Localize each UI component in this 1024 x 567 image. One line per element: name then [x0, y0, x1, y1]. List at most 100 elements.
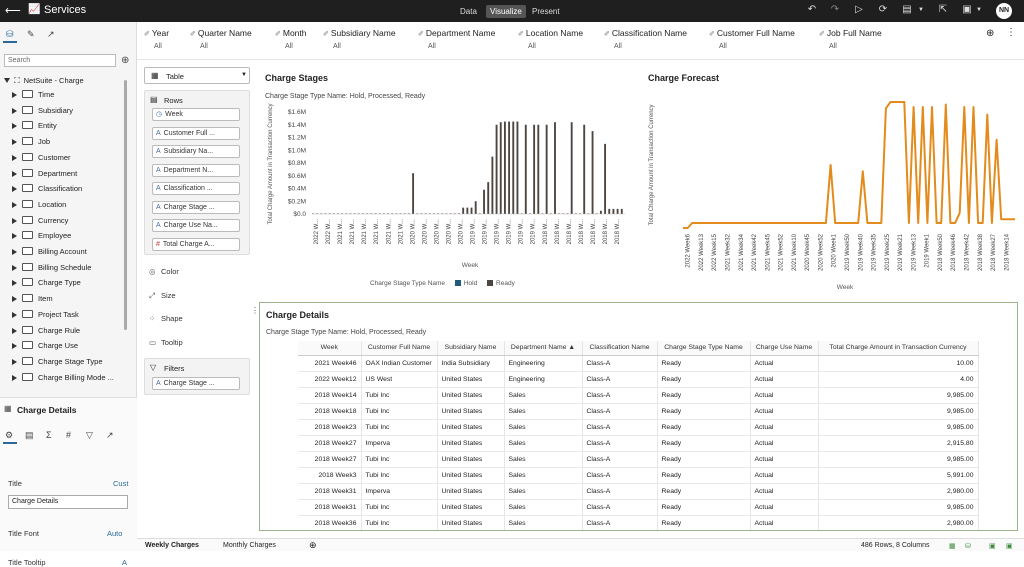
- expand-icon[interactable]: [12, 217, 17, 224]
- bar-ready[interactable]: [370, 213, 373, 214]
- shape-drop[interactable]: ⁘ Shape: [149, 314, 183, 323]
- row-pill[interactable]: A Department N...: [152, 163, 240, 177]
- bar-ready[interactable]: [349, 213, 352, 214]
- bar-ready[interactable]: [441, 213, 444, 214]
- bar-ready[interactable]: [345, 213, 348, 214]
- bar-ready[interactable]: [312, 213, 314, 214]
- search-input[interactable]: Search: [4, 54, 116, 67]
- bar-ready[interactable]: [558, 213, 561, 214]
- bar-ready[interactable]: [537, 124, 540, 214]
- globe-icon[interactable]: ⊕: [986, 28, 995, 39]
- bar-ready[interactable]: [566, 213, 569, 214]
- column-header[interactable]: Charge Use Name: [750, 341, 819, 356]
- bar-ready[interactable]: [579, 213, 581, 214]
- table-row[interactable]: 2018 Week23 Tubi Inc United States Sales Cla…: [298, 419, 979, 436]
- bar-ready[interactable]: [332, 213, 335, 214]
- tree-item[interactable]: Charge Type: [12, 276, 81, 290]
- tree-item[interactable]: Subsidiary: [12, 104, 73, 118]
- expand-icon[interactable]: [12, 264, 17, 271]
- table-row[interactable]: 2018 Week31 Tubi Inc United States Sales Cla…: [298, 499, 979, 516]
- bar-ready[interactable]: [483, 189, 485, 214]
- bar-ready[interactable]: [420, 213, 423, 214]
- expand-icon[interactable]: [12, 186, 17, 193]
- drag-handle-icon[interactable]: ⋮: [251, 306, 259, 315]
- bar-ready[interactable]: [529, 213, 531, 214]
- expand-icon[interactable]: [12, 327, 17, 334]
- bar-ready[interactable]: [395, 213, 398, 214]
- row-pill[interactable]: A Subsidiary Na...: [152, 145, 240, 158]
- bar-ready[interactable]: [524, 124, 527, 214]
- table-row[interactable]: 2022 Week12 US West United States Engineeri…: [298, 371, 979, 388]
- tree-item[interactable]: Employee: [12, 229, 71, 243]
- bar-ready[interactable]: [520, 213, 523, 214]
- size-drop[interactable]: ⤢ Size: [149, 291, 176, 301]
- title-tooltip-value[interactable]: A: [122, 558, 128, 567]
- bar-ready[interactable]: [549, 213, 552, 214]
- bar-ready[interactable]: [407, 213, 410, 214]
- bar-ready[interactable]: [545, 124, 548, 214]
- bar-ready[interactable]: [499, 122, 502, 214]
- charge-stages-chart[interactable]: Total Charge Amount in Transaction Curre…: [260, 100, 630, 295]
- filter-job-full-name[interactable]: ✐ Job Full Name All: [819, 28, 882, 50]
- column-header[interactable]: Classification Name: [582, 341, 658, 356]
- expand-icon[interactable]: [12, 139, 17, 146]
- column-header[interactable]: Subsidiary Name: [437, 341, 505, 356]
- table-row[interactable]: 2018 Week27 Tubi Inc United States Sales Cla…: [298, 451, 979, 468]
- grid-icon[interactable]: ▦: [949, 543, 956, 550]
- refresh-icon[interactable]: ⟳: [878, 4, 888, 15]
- bar-ready[interactable]: [382, 213, 385, 214]
- bar-ready[interactable]: [387, 213, 389, 214]
- play-icon[interactable]: ▷: [855, 4, 863, 15]
- expand-icon[interactable]: [12, 233, 17, 240]
- column-header[interactable]: Total Charge Amount in Transaction Curre…: [818, 341, 979, 356]
- bar-ready[interactable]: [416, 213, 419, 214]
- bar-ready[interactable]: [449, 213, 452, 214]
- filter-pill[interactable]: A Charge Stage ...: [152, 377, 240, 390]
- table-row[interactable]: 2018 Week27 Imperva United States Sales Clas…: [298, 435, 979, 452]
- bar-ready[interactable]: [424, 213, 427, 214]
- tab-visualize[interactable]: Visualize: [486, 5, 526, 18]
- bar-ready[interactable]: [616, 208, 619, 214]
- bar-ready[interactable]: [574, 213, 577, 214]
- bar-ready[interactable]: [403, 213, 406, 214]
- tree-item[interactable]: Charge Use: [12, 339, 78, 353]
- table-row[interactable]: 2018 Week36 Tubi Inc United States Sales Cla…: [298, 515, 979, 530]
- tree-item[interactable]: Time: [12, 88, 54, 102]
- bar-ready[interactable]: [453, 213, 456, 214]
- chevron-down-icon[interactable]: ▼: [241, 72, 247, 78]
- expand-icon[interactable]: [12, 170, 17, 177]
- table-row[interactable]: 2018 Week14 Tubi Inc United States Sales Cla…: [298, 387, 979, 404]
- brush-icon[interactable]: ✎: [27, 29, 35, 39]
- bar-ready[interactable]: [337, 213, 339, 214]
- tab-present[interactable]: Present: [532, 7, 560, 16]
- tree-item[interactable]: Project Task: [12, 308, 79, 322]
- tree-root[interactable]: ⛶ NetSuite - Charge: [4, 74, 84, 88]
- filter-month[interactable]: ✐ Month All: [275, 28, 307, 50]
- filter-subsidiary-name[interactable]: ✐ Subsidiary Name All: [323, 28, 396, 50]
- tree-item[interactable]: Department: [12, 167, 77, 181]
- panel-right-icon[interactable]: ▣: [1006, 543, 1013, 550]
- back-icon[interactable]: ⟵: [5, 5, 21, 17]
- viz-type-select[interactable]: ▦ Table ▼: [144, 67, 250, 84]
- redo-icon[interactable]: ↷: [830, 4, 840, 15]
- bar-ready[interactable]: [412, 173, 415, 214]
- filter-department-name[interactable]: ✐ Department Name All: [418, 28, 495, 50]
- bar-ready[interactable]: [599, 210, 602, 214]
- bar-ready[interactable]: [366, 213, 369, 214]
- bar-ready[interactable]: [357, 213, 360, 214]
- title-mode[interactable]: Cust: [113, 479, 129, 488]
- export-icon[interactable]: ⇱: [938, 4, 948, 15]
- row-pill[interactable]: A Charge Use Na...: [152, 219, 240, 232]
- save-icon[interactable]: ▣: [962, 4, 972, 15]
- avatar[interactable]: NN: [996, 3, 1012, 19]
- bar-ready[interactable]: [570, 122, 573, 214]
- color-drop[interactable]: ◎ Color: [149, 267, 179, 276]
- tree-item[interactable]: Location: [12, 198, 66, 212]
- title-font-value[interactable]: Auto: [107, 529, 123, 538]
- row-pill[interactable]: A Classification ...: [152, 182, 240, 195]
- table-row[interactable]: 2018 Week31 Imperva United States Sales Clas…: [298, 483, 979, 500]
- bar-ready[interactable]: [591, 131, 594, 214]
- bar-ready[interactable]: [583, 124, 586, 214]
- panel-icon[interactable]: ▣: [989, 543, 996, 550]
- expand-icon[interactable]: [12, 296, 17, 303]
